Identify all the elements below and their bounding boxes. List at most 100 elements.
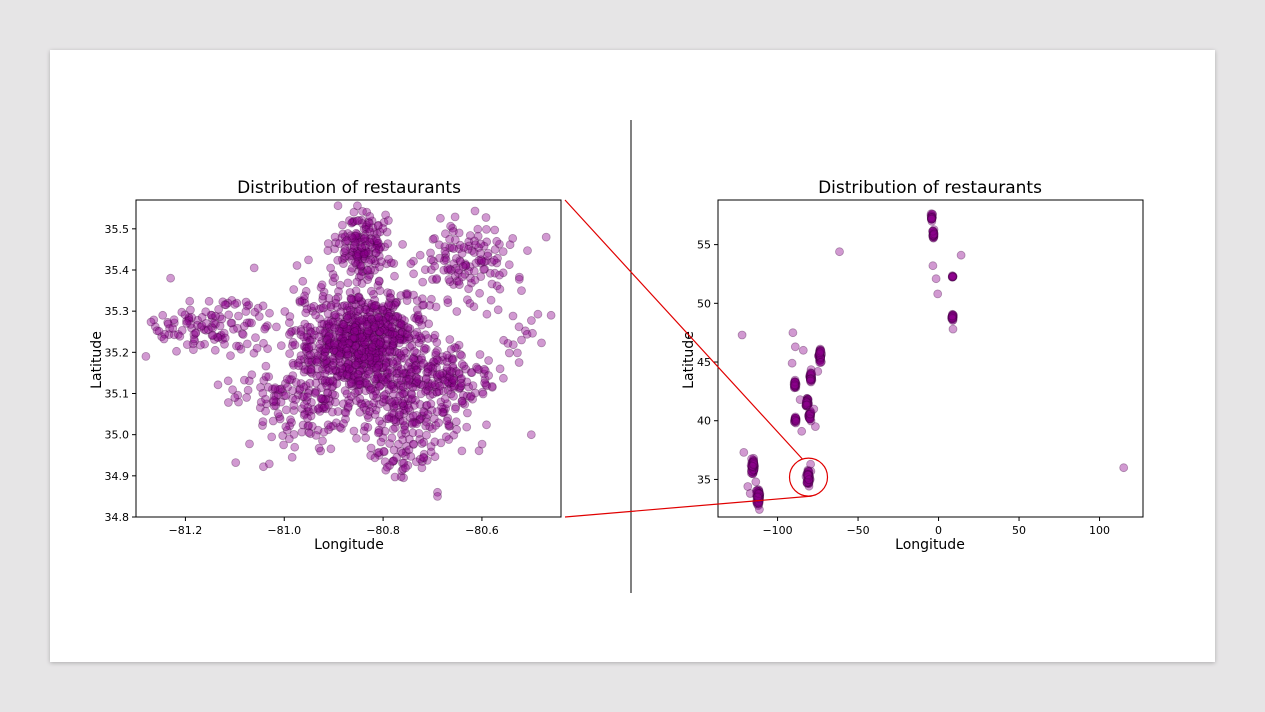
data-point — [364, 343, 374, 353]
data-point — [213, 380, 223, 390]
data-point — [209, 335, 219, 344]
data-point — [458, 398, 468, 408]
data-point — [265, 308, 274, 318]
data-point — [947, 314, 957, 324]
data-point — [378, 305, 388, 315]
data-point — [416, 335, 426, 345]
data-point — [480, 366, 490, 376]
data-point — [386, 380, 396, 390]
data-point — [367, 216, 377, 226]
data-point — [342, 363, 352, 373]
data-point — [430, 452, 440, 462]
data-point — [353, 380, 363, 390]
data-point — [390, 271, 399, 281]
data-point — [356, 262, 366, 272]
data-point — [343, 236, 353, 246]
data-point — [412, 296, 422, 306]
data-point — [382, 227, 392, 237]
data-point — [383, 302, 393, 311]
data-point — [748, 463, 757, 473]
data-point — [443, 386, 453, 395]
data-point — [371, 352, 381, 362]
data-point — [207, 322, 217, 332]
data-point — [376, 352, 386, 362]
data-point — [376, 257, 386, 267]
data-point — [330, 338, 339, 348]
data-point — [749, 462, 758, 472]
data-point — [290, 442, 300, 452]
data-point — [948, 309, 957, 319]
data-point — [373, 304, 383, 314]
data-point — [368, 223, 378, 233]
data-point — [358, 340, 368, 350]
data-point — [464, 284, 474, 294]
data-point — [804, 475, 814, 485]
data-point — [315, 325, 325, 335]
data-point — [316, 446, 326, 456]
data-point — [305, 335, 315, 345]
data-point — [749, 460, 759, 470]
data-point — [804, 475, 813, 485]
data-point — [806, 412, 815, 422]
data-point — [373, 357, 383, 367]
data-point — [188, 345, 198, 355]
data-point — [748, 464, 757, 474]
data-point — [929, 233, 938, 243]
data-point — [319, 404, 329, 413]
data-point — [303, 406, 312, 416]
data-point — [419, 449, 429, 459]
data-point — [948, 310, 958, 320]
data-point — [454, 368, 464, 378]
data-point — [390, 300, 400, 310]
data-point — [306, 365, 316, 375]
data-point — [348, 333, 358, 343]
data-point — [347, 338, 357, 347]
data-point — [748, 455, 758, 465]
data-point — [364, 333, 374, 343]
data-point — [339, 322, 348, 332]
data-point — [363, 410, 373, 420]
data-point — [374, 277, 384, 286]
data-point — [448, 374, 457, 384]
data-point — [407, 341, 417, 351]
data-point — [791, 413, 800, 423]
data-point — [442, 371, 452, 381]
data-point — [333, 407, 343, 416]
data-point — [428, 367, 438, 377]
data-point — [367, 235, 377, 245]
data-point — [315, 406, 325, 416]
data-point — [351, 320, 361, 330]
data-point — [382, 414, 392, 424]
data-point — [398, 327, 408, 337]
data-point — [284, 330, 294, 339]
data-point — [927, 210, 937, 220]
data-point — [359, 337, 369, 347]
data-point — [444, 353, 454, 363]
data-point — [324, 340, 334, 350]
data-point — [186, 319, 196, 329]
data-point — [434, 378, 444, 388]
data-point — [805, 409, 815, 419]
data-point — [402, 375, 411, 384]
data-point — [803, 476, 813, 486]
data-point — [354, 374, 363, 384]
data-point — [752, 486, 762, 496]
data-point — [299, 367, 309, 377]
data-point — [806, 408, 815, 418]
data-point — [522, 329, 532, 339]
data-point — [304, 407, 314, 417]
data-point — [399, 321, 409, 331]
data-point — [368, 384, 378, 394]
data-point — [806, 369, 816, 379]
data-point — [289, 400, 299, 410]
data-point — [277, 384, 287, 394]
data-point — [423, 378, 433, 388]
data-point — [803, 470, 813, 480]
data-point — [947, 311, 957, 321]
data-point — [351, 237, 361, 246]
data-point — [330, 310, 340, 320]
data-point — [436, 438, 446, 448]
data-point — [948, 311, 958, 321]
data-point — [282, 374, 292, 384]
data-point — [493, 305, 503, 315]
